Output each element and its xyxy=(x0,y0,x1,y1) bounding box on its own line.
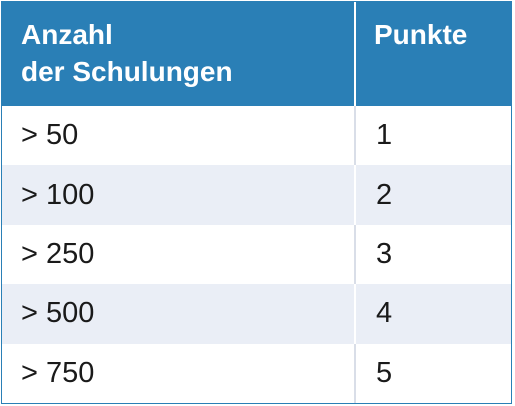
header-label-points: Punkte xyxy=(374,19,468,50)
points-cell: 5 xyxy=(376,356,393,389)
table-row: > 100 2 xyxy=(2,165,511,225)
table-row: > 50 1 xyxy=(2,106,511,166)
table-row: > 500 4 xyxy=(2,284,511,344)
count-cell: > 500 xyxy=(2,284,356,344)
table-header-row: Anzahl der Schulungen Punkte xyxy=(2,2,511,106)
count-cell: > 50 xyxy=(2,106,356,166)
count-cell: > 100 xyxy=(2,165,356,225)
header-cell-points: Punkte xyxy=(356,2,511,106)
table-row: > 250 3 xyxy=(2,224,511,285)
points-cell: 1 xyxy=(376,119,393,152)
table-row: > 750 5 xyxy=(2,343,511,403)
count-cell: > 250 xyxy=(2,224,356,285)
points-cell: 2 xyxy=(376,178,393,211)
points-cell: 3 xyxy=(376,237,393,270)
header-label-line1: Anzahl xyxy=(21,19,113,50)
header-cell-training-count: Anzahl der Schulungen xyxy=(2,2,356,106)
count-cell: > 750 xyxy=(2,343,356,403)
points-cell: 4 xyxy=(376,297,393,330)
header-label-line2: der Schulungen xyxy=(21,56,233,87)
